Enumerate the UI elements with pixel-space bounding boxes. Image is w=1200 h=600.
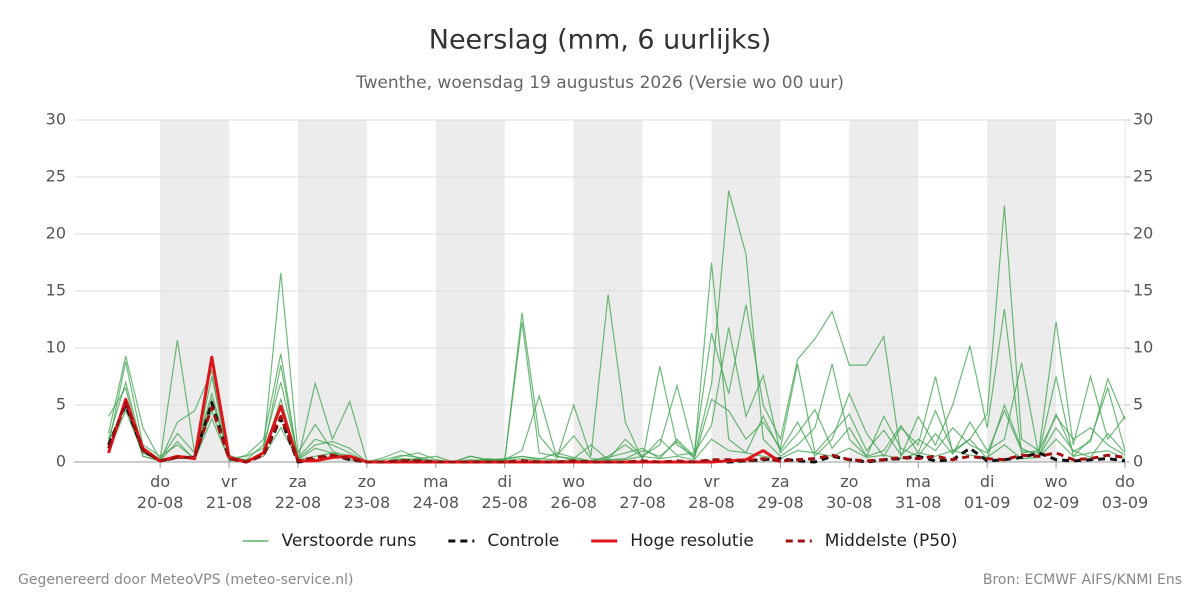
y-tick-label: 25 xyxy=(46,167,66,186)
y-tick-label: 15 xyxy=(46,281,66,300)
chart-subtitle: Twenthe, woensdag 19 augustus 2026 (Vers… xyxy=(355,73,844,93)
ensemble-line xyxy=(107,205,1126,463)
legend-label: Controle xyxy=(487,531,559,551)
x-tick-label: ma 24-08 xyxy=(412,472,460,512)
series-line xyxy=(107,401,1126,464)
legend-label: Verstoorde runs xyxy=(282,531,417,551)
x-tick-label: di 25-08 xyxy=(481,472,528,512)
x-tick-label: di 01-09 xyxy=(963,472,1011,512)
y-tick-label: 5 xyxy=(56,395,66,414)
x-tick-label: vr 28-08 xyxy=(688,472,735,512)
legend-label: Middelste (P50) xyxy=(825,531,958,551)
x-tick-label: wo 02-09 xyxy=(1032,472,1080,512)
legend-label: Hoge resolutie xyxy=(630,531,754,551)
y2-tick-label: 0 xyxy=(1133,452,1143,471)
y2-tick-label: 5 xyxy=(1133,395,1143,414)
x-tick-label: zo 23-08 xyxy=(343,472,391,512)
footer-left: Gegenereerd door MeteoVPS (meteo-service… xyxy=(18,572,353,588)
y-tick-label: 0 xyxy=(56,452,66,471)
y2-tick-label: 15 xyxy=(1133,281,1153,300)
chart-title: Neerslag (mm, 6 uurlijks) xyxy=(429,25,771,56)
y2-tick-label: 25 xyxy=(1133,167,1153,186)
x-tick-label: do 20-08 xyxy=(136,472,184,512)
y2-tick-label: 10 xyxy=(1133,338,1153,357)
y-tick-label: 20 xyxy=(46,224,66,243)
ensemble-line xyxy=(107,403,1126,463)
y-tick-label: 10 xyxy=(46,338,66,357)
y2-tick-label: 20 xyxy=(1133,224,1153,243)
footer-right: Bron: ECMWF AIFS/KNMI Ens xyxy=(983,572,1182,588)
x-tick-label: ma 31-08 xyxy=(894,472,942,512)
ensemble-line xyxy=(107,327,1126,463)
x-tick-label: za 29-08 xyxy=(757,472,804,512)
x-tick-label: vr 21-08 xyxy=(205,472,253,512)
y2-tick-label: 30 xyxy=(1133,110,1153,129)
x-tick-label: za 22-08 xyxy=(274,472,322,512)
x-tick-label: zo 30-08 xyxy=(826,472,873,512)
x-tick-label: do 03-09 xyxy=(1101,472,1149,512)
y-tick-label: 30 xyxy=(46,110,66,129)
x-tick-label: do 27-08 xyxy=(619,472,666,512)
x-tick-label: wo 26-08 xyxy=(550,472,597,512)
ensemble-line xyxy=(107,304,1126,463)
